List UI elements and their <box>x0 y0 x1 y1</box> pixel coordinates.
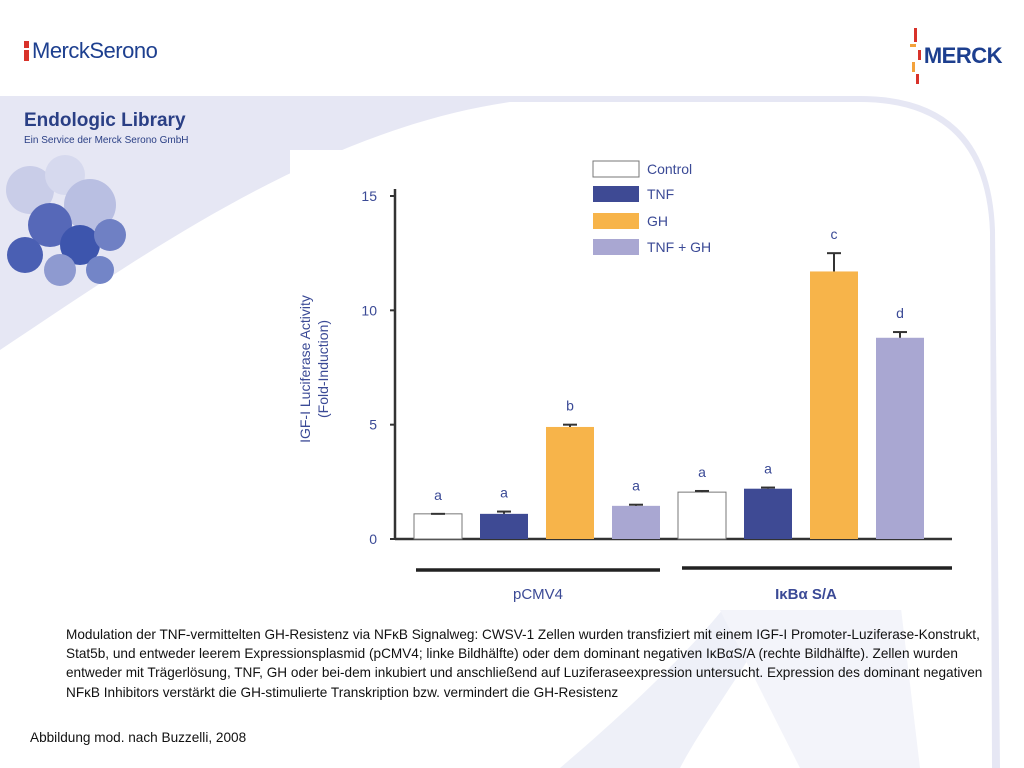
significance-letter: a <box>632 478 640 494</box>
significance-letter: a <box>434 487 442 503</box>
bar <box>876 337 924 539</box>
bar <box>480 513 528 539</box>
significance-letter: c <box>831 226 838 242</box>
significance-letter: a <box>764 461 772 477</box>
bar <box>744 488 792 539</box>
bar <box>546 426 594 539</box>
y-tick-label: 15 <box>361 188 377 204</box>
chart-svg: 0 5 10 15 IGF-I Luciferase Activity (Fold-Ind… <box>297 160 952 603</box>
bar <box>677 491 727 540</box>
significance-letter: a <box>500 485 508 501</box>
figure-source: Abbildung mod. nach Buzzelli, 2008 <box>30 730 247 745</box>
significance-letter: b <box>566 398 574 414</box>
bar <box>612 505 660 539</box>
y-tick-label: 5 <box>369 417 377 433</box>
bar <box>413 513 463 540</box>
y-tick-label: 0 <box>369 531 377 547</box>
legend-swatch <box>593 186 639 202</box>
legend-swatch <box>592 160 640 178</box>
group-label: pCMV4 <box>513 586 563 603</box>
logo-mark-icon <box>24 41 29 61</box>
bar-chart: 0 5 10 15 IGF-I Luciferase Activity (Fold-Ind… <box>290 150 960 610</box>
merck-logo-mark-icon <box>909 28 921 84</box>
significance-letter: a <box>698 464 706 480</box>
merck-logo: MERCK <box>909 28 1003 84</box>
legend-swatch <box>593 213 639 229</box>
legend-label: GH <box>647 213 668 229</box>
group-label: IκBα S/A <box>775 586 837 603</box>
bar <box>810 271 858 539</box>
library-title: Endologic Library <box>24 110 186 131</box>
y-axis-label: IGF-I Luciferase Activity <box>297 295 313 443</box>
y-tick-label: 10 <box>361 302 377 318</box>
legend-label: Control <box>647 161 692 177</box>
legend-swatch <box>593 239 639 255</box>
y-axis-label-unit: (Fold-Induction) <box>315 320 331 418</box>
merck-serono-logo: MerckSerono <box>24 38 158 64</box>
library-subtitle: Ein Service der Merck Serono GmbH <box>24 135 189 146</box>
logo-right-text: MERCK <box>923 43 1003 68</box>
logo-left-text: MerckSerono <box>32 38 158 63</box>
figure-caption: Modulation der TNF-vermittelten GH-Resis… <box>66 627 983 700</box>
molecule-image <box>6 155 126 286</box>
legend-label: TNF <box>647 186 674 202</box>
legend-label: TNF + GH <box>647 239 711 255</box>
significance-letter: d <box>896 305 904 321</box>
